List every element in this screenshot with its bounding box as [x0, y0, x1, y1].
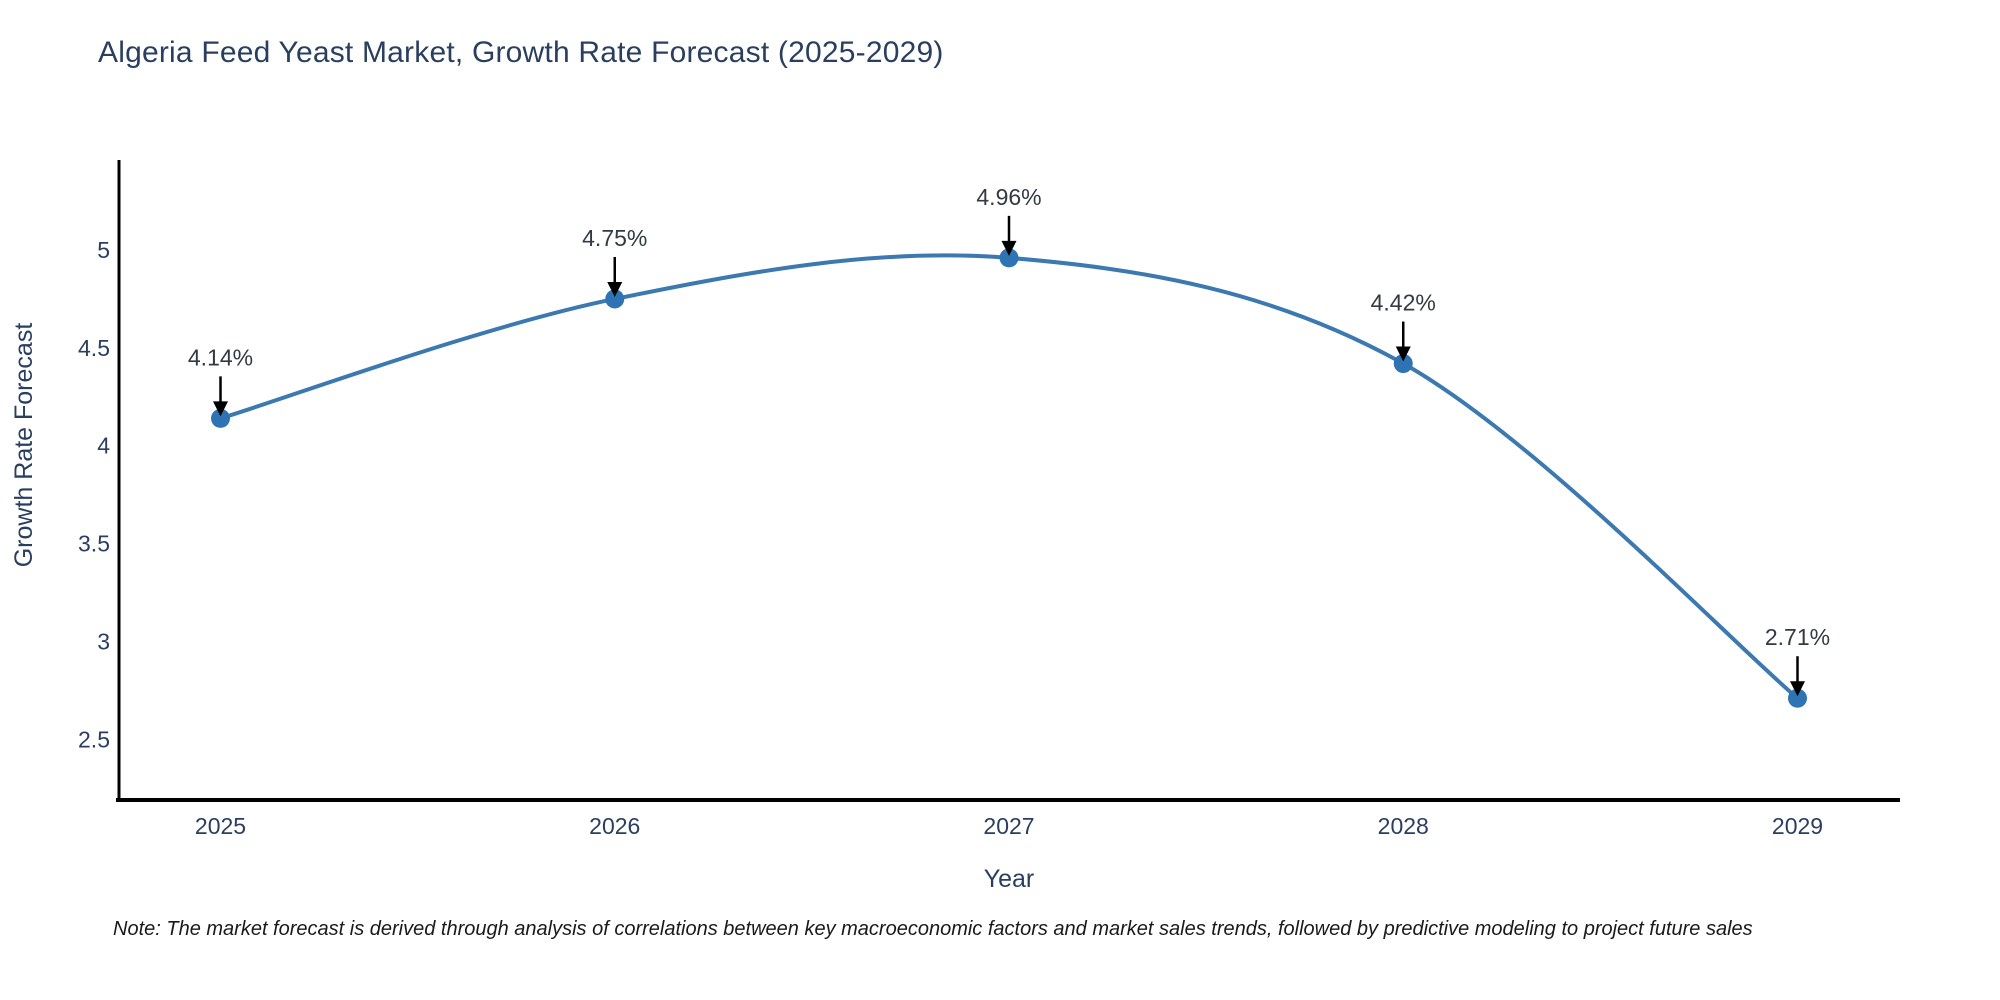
data-point-label: 2.71%: [1765, 624, 1830, 650]
series-line: [219, 253, 1799, 700]
x-tick-label: 2026: [589, 813, 640, 839]
y-tick-label: 2.5: [78, 726, 110, 752]
x-tick-label: 2028: [1378, 813, 1429, 839]
data-point-label: 4.75%: [582, 225, 647, 251]
data-point-marker: [1787, 688, 1807, 708]
x-tick-label: 2025: [195, 813, 246, 839]
data-point-label: 4.42%: [1371, 290, 1436, 316]
x-tick-label: 2029: [1772, 813, 1823, 839]
data-point-marker: [1393, 354, 1413, 374]
annotation-arrow-head: [1789, 681, 1805, 697]
data-point-marker: [999, 248, 1019, 268]
data-point-marker: [605, 289, 625, 309]
data-point-label: 4.96%: [976, 184, 1041, 210]
y-tick-label: 3.5: [78, 531, 110, 557]
data-point-label: 4.14%: [188, 344, 253, 370]
annotation-arrow-head: [213, 401, 229, 417]
annotation-arrow-head: [1395, 346, 1411, 362]
x-tick-label: 2027: [983, 813, 1034, 839]
y-tick-label: 3: [97, 628, 110, 654]
y-tick-label: 4: [97, 433, 110, 459]
footnote: Note: The market forecast is derived thr…: [113, 918, 1753, 940]
x-axis-title: Year: [984, 865, 1035, 893]
y-axis-title: Growth Rate Forecast: [10, 323, 38, 568]
annotation-arrow-head: [607, 281, 623, 297]
y-tick-label: 4.5: [78, 335, 110, 361]
chart-title: Algeria Feed Yeast Market, Growth Rate F…: [98, 36, 944, 69]
y-tick-label: 5: [97, 237, 110, 263]
annotation-arrow-head: [1001, 240, 1017, 256]
data-point-marker: [211, 408, 231, 428]
